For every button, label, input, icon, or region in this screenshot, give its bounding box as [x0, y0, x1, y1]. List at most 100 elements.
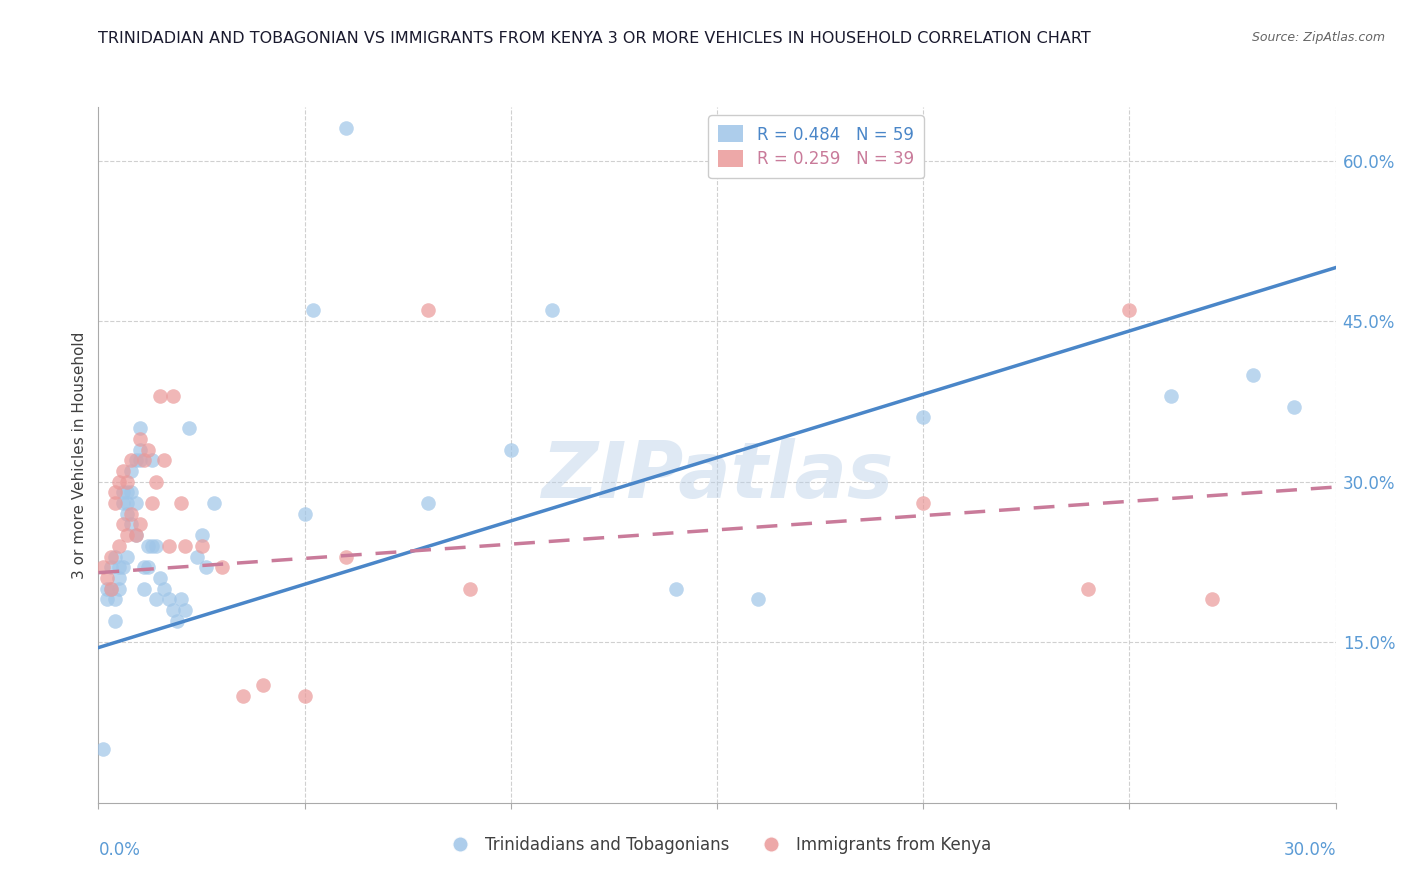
Point [91, 742, 114, 756]
Point [157, 539, 180, 553]
Point [104, 592, 127, 607]
Point [136, 442, 159, 457]
Point [128, 442, 150, 457]
Point [100, 582, 122, 596]
Point [117, 475, 139, 489]
Point [1118, 303, 1140, 318]
Point [170, 592, 193, 607]
Point [458, 582, 481, 596]
Point [124, 453, 146, 467]
Point [418, 496, 440, 510]
Point [120, 485, 142, 500]
Point [128, 453, 150, 467]
Point [117, 507, 139, 521]
Point [747, 592, 769, 607]
Y-axis label: 3 or more Vehicles in Household: 3 or more Vehicles in Household [72, 331, 87, 579]
Point [112, 560, 135, 574]
Point [100, 549, 122, 564]
Point [100, 560, 122, 574]
Point [104, 549, 127, 564]
Point [136, 560, 159, 574]
Point [294, 507, 316, 521]
Point [153, 453, 176, 467]
Point [541, 303, 564, 318]
Point [211, 560, 233, 574]
Point [1160, 389, 1182, 403]
Text: ZIPatlas: ZIPatlas [541, 438, 893, 514]
Point [912, 410, 935, 425]
Point [170, 496, 193, 510]
Point [128, 421, 150, 435]
Point [104, 496, 127, 510]
Point [112, 517, 135, 532]
Point [132, 560, 155, 574]
Point [665, 582, 688, 596]
Point [141, 539, 163, 553]
Point [104, 614, 127, 628]
Text: 0.0%: 0.0% [98, 841, 141, 859]
Legend: Trinidadians and Tobagonians, Immigrants from Kenya: Trinidadians and Tobagonians, Immigrants… [436, 830, 998, 861]
Point [499, 442, 522, 457]
Point [145, 539, 167, 553]
Point [108, 475, 131, 489]
Point [1241, 368, 1264, 382]
Point [418, 303, 440, 318]
Point [128, 517, 150, 532]
Point [157, 592, 180, 607]
Point [174, 539, 197, 553]
Point [153, 582, 176, 596]
Point [1201, 592, 1223, 607]
Point [145, 592, 167, 607]
Point [112, 496, 135, 510]
Point [166, 614, 188, 628]
Point [136, 539, 159, 553]
Point [124, 528, 146, 542]
Point [149, 389, 172, 403]
Point [141, 496, 163, 510]
Point [120, 507, 142, 521]
Point [194, 560, 217, 574]
Point [96, 582, 118, 596]
Point [124, 528, 146, 542]
Point [190, 528, 212, 542]
Point [294, 689, 316, 703]
Point [186, 549, 208, 564]
Point [96, 592, 118, 607]
Point [145, 475, 167, 489]
Point [108, 582, 131, 596]
Point [302, 303, 325, 318]
Point [162, 603, 184, 617]
Point [117, 549, 139, 564]
Point [112, 485, 135, 500]
Point [174, 603, 197, 617]
Point [149, 571, 172, 585]
Point [1284, 400, 1306, 414]
Point [128, 432, 150, 446]
Point [117, 528, 139, 542]
Point [162, 389, 184, 403]
Point [96, 571, 118, 585]
Point [190, 539, 212, 553]
Point [132, 582, 155, 596]
Point [112, 464, 135, 478]
Point [108, 539, 131, 553]
Point [202, 496, 225, 510]
Point [335, 121, 357, 136]
Point [132, 453, 155, 467]
Text: 30.0%: 30.0% [1284, 841, 1336, 859]
Point [124, 496, 146, 510]
Point [120, 517, 142, 532]
Point [120, 453, 142, 467]
Text: Source: ZipAtlas.com: Source: ZipAtlas.com [1251, 31, 1385, 45]
Point [108, 560, 131, 574]
Point [141, 453, 163, 467]
Point [232, 689, 254, 703]
Point [912, 496, 935, 510]
Point [335, 549, 357, 564]
Point [179, 421, 201, 435]
Text: TRINIDADIAN AND TOBAGONIAN VS IMMIGRANTS FROM KENYA 3 OR MORE VEHICLES IN HOUSEH: TRINIDADIAN AND TOBAGONIAN VS IMMIGRANTS… [98, 31, 1091, 46]
Point [104, 485, 127, 500]
Point [108, 571, 131, 585]
Point [252, 678, 274, 692]
Point [100, 582, 122, 596]
